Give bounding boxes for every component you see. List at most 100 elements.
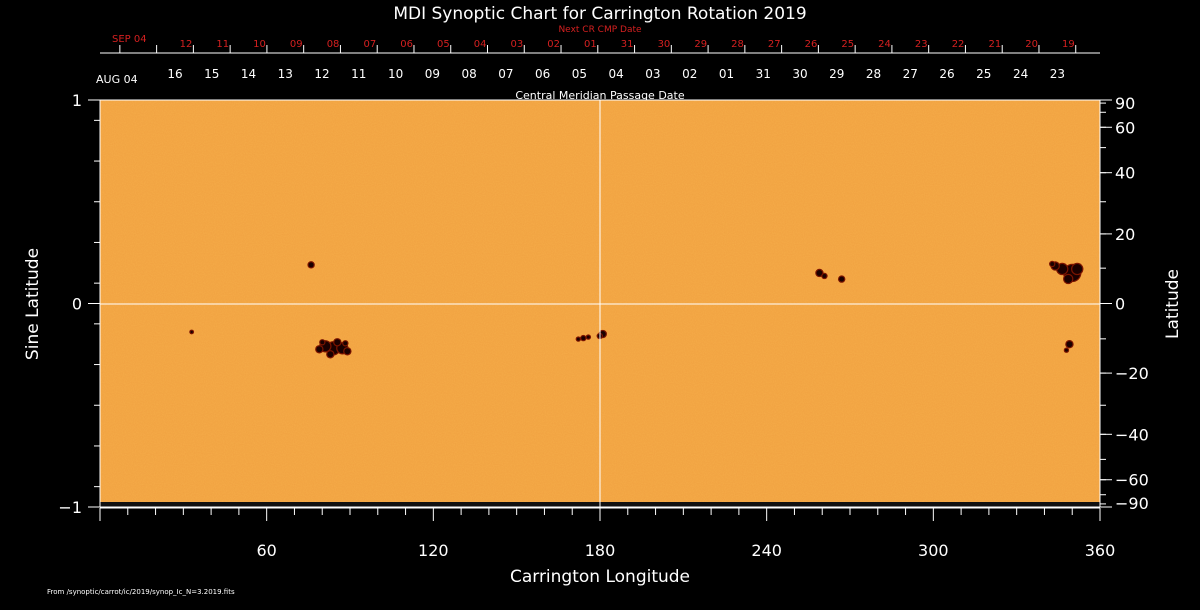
axes: 60 120 180 240 300 360 1 0 −1 90 60 40 20 0 −20 −40 −60 −… [58,91,1148,560]
sunspot [316,346,323,353]
next-cmp-date-label: 05 [437,39,450,50]
sunspot [343,341,348,346]
next-cmp-date-label: 06 [400,39,413,50]
sunspot [1064,274,1073,283]
next-cmp-date-label: 31 [621,39,634,50]
cmp-date-label: 26 [939,67,954,81]
sunspot [190,330,193,334]
sunspot [327,351,334,358]
next-cmp-date-label: 29 [694,39,707,50]
cmp-date-label: 03 [645,67,660,81]
sunspot [576,337,580,341]
cmp-date-label: 28 [866,67,881,81]
cmp-date-label: 27 [903,67,918,81]
source-footer: From /synoptic/carrot/ic/2019/synop_Ic_N… [47,588,235,596]
next-cmp-date-label: 10 [253,39,266,50]
next-cmp-date-label: 04 [474,39,487,50]
cmp-date-label: 05 [572,67,587,81]
y-tick-label-right: 90 [1115,94,1135,113]
cmp-date-label: 29 [829,67,844,81]
sunspot [839,276,845,282]
cmp-date-label: 11 [351,67,366,81]
top-date-axis: 16 15 14 13 12 11 10 09 08 07 06 05 04 03 02 01 31 30 29 28… [96,34,1100,86]
sunspot [816,269,823,276]
cmp-date-label: 25 [976,67,991,81]
x-axis-label: Carrington Longitude [510,567,690,587]
sunspot [1064,348,1068,352]
cmp-date-label: 04 [609,67,624,81]
next-cmp-date-label: 25 [841,39,854,50]
cmp-date-label: 10 [388,67,403,81]
sunspot [1050,261,1055,266]
sunspot [344,348,351,355]
y-tick-label-right: 40 [1115,164,1135,183]
next-cmp-date-label: 09 [290,39,303,50]
cmp-date-label: 30 [792,67,807,81]
cmp-date-label: 31 [756,67,771,81]
chart-title: MDI Synoptic Chart for Carrington Rotati… [393,4,806,24]
sunspot-layer [189,260,1084,359]
next-cmp-date-label: 19 [1062,39,1075,50]
cmp-date-label: 14 [241,67,256,81]
next-cmp-date-label: 11 [216,39,229,50]
sunspot [334,339,341,346]
next-cmp-date-label: 24 [878,39,891,50]
cmp-date-label: 08 [461,67,476,81]
next-cmp-date-label: 08 [327,39,340,50]
cmp-date-label: 13 [278,67,293,81]
y-axis-label-left: Sine Latitude [23,248,43,360]
x-tick-label: 240 [751,541,782,560]
next-cmp-date-label: 26 [805,39,818,50]
y-tick-label-right: 60 [1115,118,1135,137]
cmp-date-label: 12 [314,67,329,81]
sunspot [308,262,314,268]
cmp-axis-label: Central Meridian Passage Date [515,89,684,102]
x-tick-label: 180 [585,541,616,560]
x-tick-label: 300 [918,541,949,560]
cmp-date-label: 23 [1050,67,1065,81]
x-tick-label: 60 [256,541,276,560]
cmp-date-label: 09 [425,67,440,81]
sunspot [320,340,325,345]
y-tick-label-right: 20 [1115,225,1135,244]
next-cmp-date-label: 21 [988,39,1001,50]
next-cmp-date-label: 23 [915,39,928,50]
y-tick-label-left: 0 [72,295,82,314]
next-cmp-date-label: 27 [768,39,781,50]
next-month-label: SEP 04 [112,34,147,45]
x-tick-label: 120 [418,541,449,560]
next-cmp-date-label: 01 [584,39,597,50]
sunspot [1072,263,1083,274]
y-tick-label-right: −90 [1115,494,1149,513]
next-cmp-date-label: 12 [180,39,193,50]
plot-area [99,99,1101,508]
y-tick-label-right: 0 [1115,295,1125,314]
cmp-date-label: 24 [1013,67,1028,81]
sunspot [586,335,590,339]
cmp-date-label: 15 [204,67,219,81]
sunspot [1066,341,1073,348]
sunspot [581,336,586,341]
next-cmp-date-label: 03 [511,39,524,50]
next-cmp-date-label: 02 [547,39,560,50]
y-tick-label-right: −40 [1115,425,1149,444]
y-tick-label-right: −60 [1115,471,1149,490]
cmp-date-label: 02 [682,67,697,81]
y-tick-label-left: 1 [72,91,82,110]
cmp-date-label: 06 [535,67,550,81]
y-tick-label-left: −1 [58,498,82,517]
y-tick-label-right: −20 [1115,364,1149,383]
next-cmp-date-label: 07 [363,39,376,50]
next-cmp-date-label: 28 [731,39,744,50]
cmp-month-label: AUG 04 [96,73,138,86]
next-cmp-date-label: 22 [952,39,965,50]
sunspot [822,273,827,278]
y-axis-label-right: Latitude [1163,269,1183,339]
next-cmp-date-label: 30 [658,39,671,50]
next-cmp-date-label: 20 [1025,39,1038,50]
next-cr-label: Next CR CMP Date [558,25,642,35]
x-tick-label: 360 [1085,541,1116,560]
cmp-date-label: 16 [167,67,182,81]
cmp-date-label: 01 [719,67,734,81]
